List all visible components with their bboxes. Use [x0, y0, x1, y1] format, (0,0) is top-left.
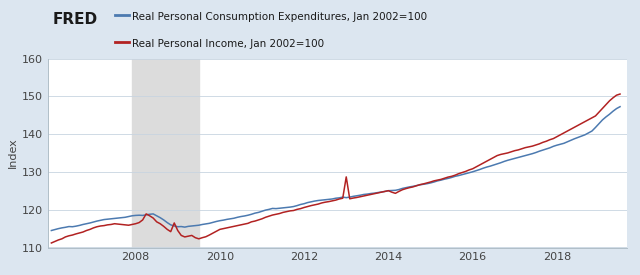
Y-axis label: Index: Index — [8, 138, 18, 169]
Text: FRED: FRED — [52, 12, 98, 27]
Bar — [132, 59, 199, 248]
Text: Real Personal Income, Jan 2002=100: Real Personal Income, Jan 2002=100 — [132, 39, 324, 49]
Text: Real Personal Consumption Expenditures, Jan 2002=100: Real Personal Consumption Expenditures, … — [132, 12, 427, 23]
